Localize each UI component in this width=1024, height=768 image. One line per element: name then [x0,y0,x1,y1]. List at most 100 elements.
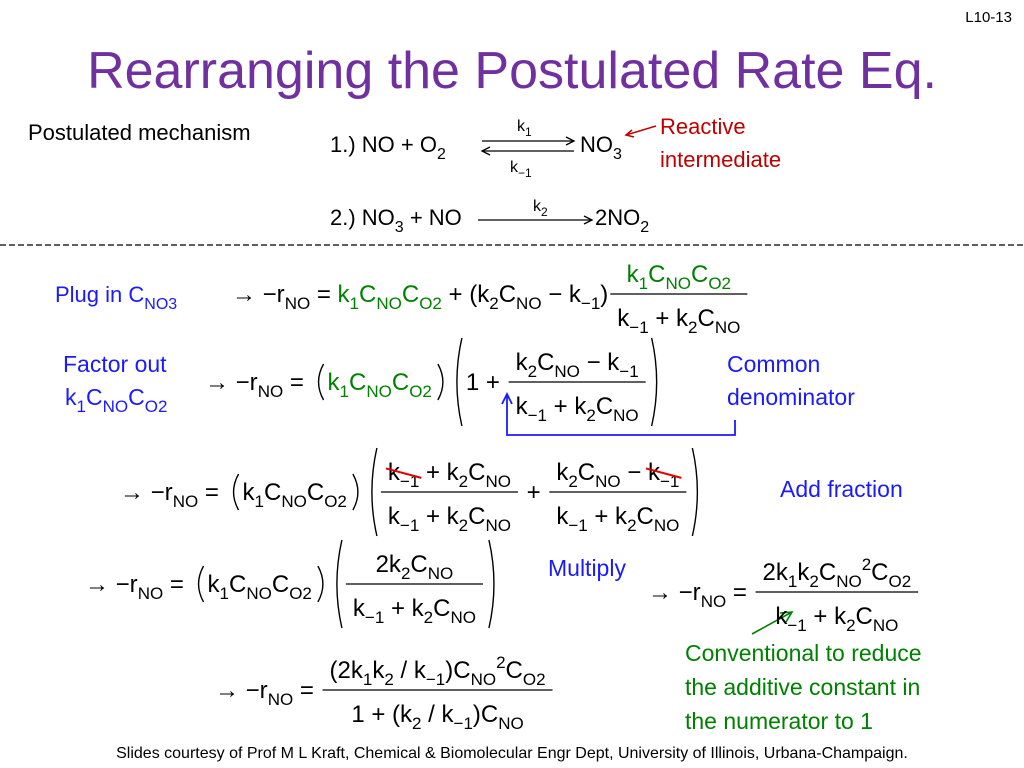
math-token: NO [836,572,862,591]
math-token: = [726,579,753,606]
math-token: = [163,571,190,598]
math-token: 2 [401,564,410,583]
math-token: NO [428,564,454,583]
math-token: NO [498,714,524,733]
math-token: NO [366,382,392,401]
math-text: → −rNO = [205,369,311,401]
math-token: 2NO [595,205,640,230]
parenthesis [336,539,343,629]
math-token: −1 [568,516,587,535]
math-token: O2 [523,670,546,689]
math-text: k−1 [510,159,532,180]
math-token: C [392,369,409,396]
math-text: k−1 + k2CNO [353,595,476,627]
math-token: C [506,657,523,684]
math-token: −1 [426,670,445,689]
math-token: = [198,479,225,506]
math-token: NO [485,516,511,535]
math-token: 2 [640,219,649,236]
math-token: C [648,261,665,288]
math-token: 3 [395,219,404,236]
math-token: NO [268,690,294,709]
equilibrium-arrows [480,136,576,156]
math-token: NO [173,492,199,511]
parenthesis [317,565,324,603]
math-text: 2NO2 [595,205,649,236]
parenthesis [371,447,378,537]
strike [645,467,682,479]
math-token: 1 [639,274,648,293]
math-token: )C [473,701,498,728]
math-text: → −rNO = [120,479,226,511]
math-token: O2 [409,382,432,401]
math-token: k [797,559,810,586]
math-text: (2k1k2 / k−1)CNO2CO2 [330,653,546,689]
math-text: → −rNO = [85,571,191,603]
math-token: NO [285,294,311,313]
math-token: → −r [648,579,701,606]
math-token: C [537,349,554,376]
math-text: k1CNOCO2 [243,479,347,511]
parenthesis [650,337,658,427]
math-text: Plug in CNO3 [55,282,177,313]
math-token: + (k [442,281,490,308]
math-token: 3 [613,146,622,163]
math-token: C [856,603,873,630]
math-token: = [283,369,310,396]
math-token: O2 [324,492,347,511]
math-text: k2CNO − k−1 [516,349,639,381]
math-token: NO [471,670,497,689]
math-token: C [433,595,450,622]
math-token: NO [613,406,639,425]
math-token: − k [580,349,620,376]
math-token: O2 [145,397,168,416]
math-text: k1CNOCO2 [208,571,312,603]
math-token: k [65,384,77,410]
note-arrow [751,611,794,635]
math-text: k1CNOCO2 [328,369,432,401]
math-token: + k [547,393,587,420]
math-token: C [578,459,595,486]
step-note: the additive constant in [685,674,920,700]
math-token: 2 [437,146,446,163]
parenthesis [317,363,325,401]
math-token: NO3 [144,296,177,313]
math-token: NO [103,397,129,416]
math-text: → −rNO = k1CNOCO2 + (k2CNO − k−1) [232,281,608,313]
math-token: −1 [787,616,806,635]
math-token: k [353,595,366,622]
math-token: 1 [350,294,359,313]
math-token: 2k [376,551,402,578]
math-token: NO [246,584,272,603]
math-text: k−1 + k2CNO [617,305,740,337]
math-token: 2 [586,406,595,425]
math-token: k [388,459,401,486]
math-text: 1 + (k2 / k−1)CNO [351,701,523,733]
math-token: 1 [525,125,532,139]
math-token: → −r [120,479,173,506]
math-token: k [517,118,526,135]
math-token: k [533,198,542,215]
parenthesis [197,565,205,603]
step-note: Add fraction [780,476,903,502]
math-token: 1 [788,572,797,591]
math-text: → −rNO = [215,677,321,709]
math-token: NO [450,608,476,627]
strike [385,467,422,479]
intermediate-note: intermediate [660,147,781,172]
slide-number: L10-13 [965,9,1012,26]
math-token: −1 [454,714,473,733]
math-token: NO [376,294,402,313]
math-token: C [596,393,613,420]
math-token: 1 [77,397,86,416]
forward-arrow [478,215,594,225]
math-token: = [310,281,337,308]
parenthesis [456,337,463,427]
math-token: 2 [688,318,697,337]
intermediate-note: Reactive [660,114,746,139]
math-token: 2 [384,670,393,689]
math-token: = [293,677,320,704]
math-text: k−1 + k2CNO [516,393,639,425]
math-token: )C [445,657,470,684]
